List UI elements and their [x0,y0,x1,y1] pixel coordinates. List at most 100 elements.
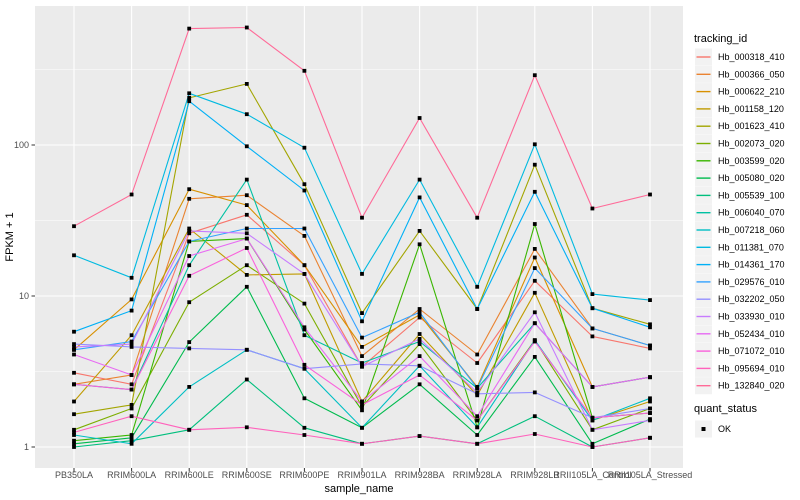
data-points [72,25,652,449]
legend-label: Hb_071072_010 [718,346,785,356]
data-point [648,396,652,401]
legend-label: Hb_001623_410 [718,121,785,131]
data-point [417,310,422,315]
x-tick-label: RRIM901LA [337,470,386,480]
legend-label: Hb_029576_010 [718,277,785,287]
y-tick-label: 1 [24,442,29,452]
data-point [129,403,134,407]
data-point [417,354,422,358]
data-point [648,411,652,415]
data-point [72,370,76,375]
y-tick-label: 100 [14,140,29,150]
data-point [129,433,134,437]
data-point [129,382,134,387]
data-point [532,390,537,395]
legend-label: Hb_033930_010 [718,312,785,322]
legend-item: Hb_005539_100 [695,186,785,204]
data-point [129,308,134,313]
data-point [187,99,192,104]
data-point [129,339,134,344]
legend-label: Hb_014361_170 [718,260,785,270]
data-point [244,347,249,352]
data-point [532,321,537,326]
legend-item: Hb_132840_020 [695,377,785,395]
data-point [302,327,307,332]
legend-label: Hb_000318_410 [718,52,785,62]
data-point [302,188,307,193]
data-point [72,399,76,404]
data-point [244,425,249,430]
data-point [129,345,134,349]
legend-item: Hb_005080_020 [695,169,785,187]
data-point [475,414,480,419]
x-tick-label: RRIM600LE [165,470,214,480]
x-tick-label: RRIM600LA [107,470,156,480]
data-point [648,418,652,423]
data-point [417,177,422,182]
data-point [532,310,537,315]
data-point [417,242,422,247]
x-tick-label: RRII105LA_Stressed [608,470,693,480]
data-point [72,438,76,443]
y-tick-label: 10 [19,291,29,301]
data-point [532,414,537,419]
data-point [129,192,134,197]
quant-legend-item: OK [695,420,731,438]
data-point [244,203,249,207]
data-point [72,433,76,437]
data-point [72,427,76,432]
data-point [417,195,422,200]
data-point [532,162,537,167]
data-point [129,333,134,338]
data-point [302,301,307,306]
legend-item: Hb_002073_020 [695,135,785,152]
data-point [72,445,76,449]
legend-label: Hb_095694_010 [718,363,785,373]
data-point [72,430,76,435]
x-tick-label: RRIM928LA [453,470,502,480]
data-point [244,25,249,30]
legend-label: Hb_003599_020 [718,156,785,166]
data-point [302,68,307,73]
data-point [360,215,364,220]
data-point [129,406,134,411]
data-point [129,435,134,440]
quant-legend-point [701,427,706,431]
data-point [532,142,537,147]
data-point [187,346,192,351]
data-point [648,325,652,330]
legend-label: Hb_000366_050 [718,69,785,79]
data-point [360,441,364,446]
x-tick-label: PB350LA [55,470,93,480]
data-point [532,278,537,283]
data-point [129,297,134,302]
data-point [360,399,364,404]
data-point [417,434,422,438]
legend-label: Hb_005539_100 [718,190,785,200]
data-point [475,352,480,357]
data-point [590,415,595,420]
data-point [187,263,192,268]
legend-title: tracking_id [694,33,747,45]
data-point [360,403,364,407]
data-point [129,441,134,446]
data-point [244,284,249,289]
data-point [532,73,537,78]
legend-label: Hb_052434_010 [718,329,785,339]
data-point [590,441,595,446]
legend-item: Hb_000622_210 [695,83,785,101]
data-point [187,340,192,344]
data-point [648,322,652,327]
data-point [187,273,192,278]
legend-label: Hb_032202_050 [718,294,785,304]
data-point [475,307,480,311]
data-point [532,266,537,270]
data-point [648,346,652,351]
x-tick-label: RRIM928LB [510,470,559,480]
x-tick-label: RRIM928BA [395,470,445,480]
data-point [302,272,307,276]
data-point [302,362,307,367]
data-point [302,182,307,187]
data-point [417,332,422,336]
data-point [648,192,652,197]
